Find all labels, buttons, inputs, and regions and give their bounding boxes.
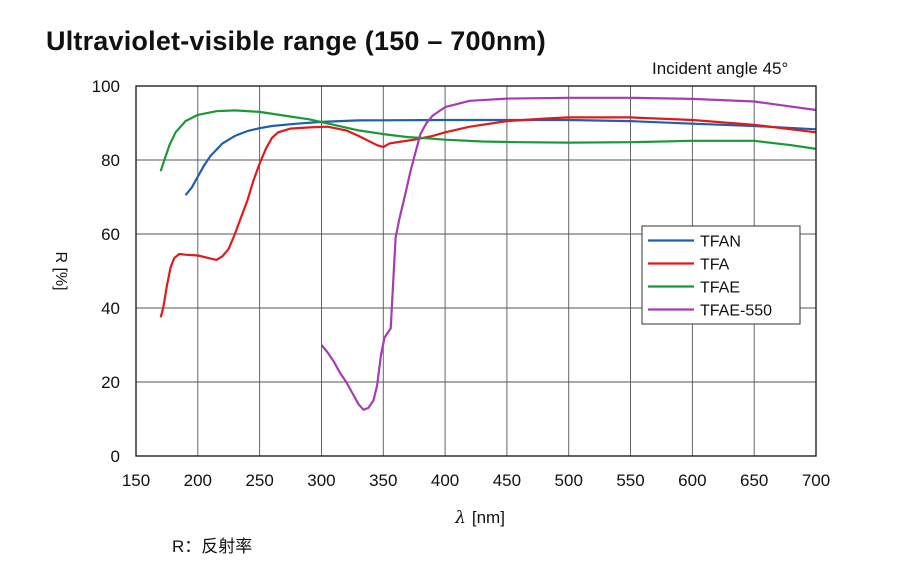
series-line-tfan	[184, 118, 817, 196]
x-tick-label: 600	[678, 471, 706, 490]
tick-labels: 150 200 250 300 350 400 450 500 550 600 650 700 0 20 4…	[92, 77, 831, 490]
x-axis-symbol: λ	[455, 508, 466, 528]
legend-box	[641, 225, 801, 325]
series-line-tfae-550	[320, 96, 817, 411]
x-tick-label: 300	[307, 471, 335, 490]
plot-frame	[135, 85, 817, 457]
x-tick-label: 550	[616, 471, 644, 490]
legend-label: TFA	[700, 257, 730, 274]
legend-label: TFAE-550	[700, 303, 772, 320]
legend-label: TFAN	[700, 234, 741, 251]
x-tick-label: 200	[184, 471, 212, 490]
series-line-tfae	[159, 109, 817, 172]
x-axis-label: λ [nm]	[455, 508, 505, 528]
incident-angle-note: Incident angle 45°	[652, 59, 789, 78]
y-tick-label: 80	[101, 151, 120, 170]
x-tick-label: 700	[802, 471, 830, 490]
x-tick-label: 400	[431, 471, 459, 490]
x-tick-label: 250	[245, 471, 273, 490]
y-tick-label: 100	[92, 77, 120, 96]
legend: TFAN TFA TFAE TFAE-550	[641, 225, 801, 325]
x-tick-label: 150	[122, 471, 150, 490]
chart-title: Ultraviolet-visible range (150 – 700nm)	[46, 26, 546, 56]
y-tick-label: 60	[101, 225, 120, 244]
y-tick-label: 40	[101, 299, 120, 318]
y-tick-label: 0	[111, 447, 120, 466]
footnote: R：反射率	[172, 537, 253, 556]
series-line-tfa	[159, 116, 817, 318]
series-lines	[159, 96, 817, 411]
x-axis-unit: [nm]	[471, 508, 505, 527]
x-tick-label: 350	[369, 471, 397, 490]
x-tick-label: 500	[555, 471, 583, 490]
legend-label: TFAE	[700, 280, 740, 297]
y-tick-label: 20	[101, 373, 120, 392]
x-tick-label: 650	[740, 471, 768, 490]
x-tick-label: 450	[493, 471, 521, 490]
